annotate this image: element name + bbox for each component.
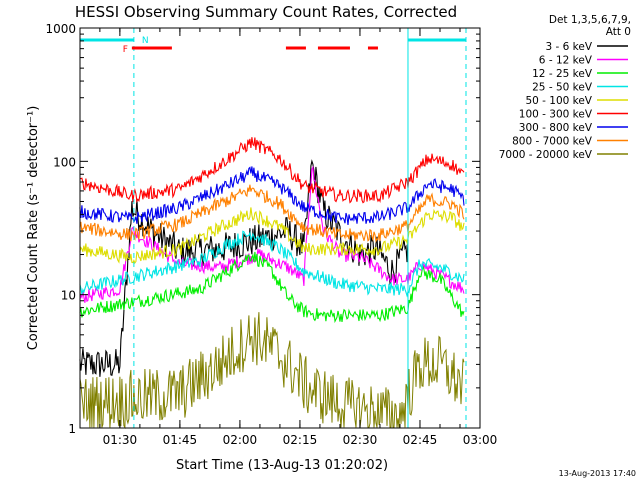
x-tick-label: 03:00 [463,433,498,447]
x-tick-label: 01:30 [103,433,138,447]
legend-entry-label: 3 - 6 keV [545,41,592,53]
series-line [79,137,465,204]
legend-entry-label: 7000 - 20000 keV [499,149,593,161]
legend-entry-label: 12 - 25 keV [532,68,593,80]
series-line [79,251,465,324]
legend-title-line-2: Att 0 [606,26,631,38]
legend-entry-label: 6 - 12 keV [539,55,593,67]
x-tick-label: 01:45 [163,433,198,447]
legend-entry-label: 25 - 50 keV [532,82,593,94]
legend-entry-label: 800 - 7000 keV [512,136,593,148]
x-tick-label: 02:15 [283,433,318,447]
y-tick-label: 100 [53,155,76,169]
x-tick-label: 02:45 [403,433,438,447]
night-marker-label: N [142,36,149,46]
y-tick-label: 1 [68,422,76,436]
y-tick-label: 1000 [45,22,76,36]
legend-entry-label: 300 - 800 keV [519,122,593,134]
x-tick-label: 02:30 [343,433,378,447]
x-axis-label: Start Time (13-Aug-13 01:20:02) [176,458,388,473]
legend: Det 1,3,5,6,7,9, Att 0 3 - 6 keV 6 - 12 k… [499,14,631,161]
legend-entry-label: 100 - 300 keV [519,109,593,121]
flare-marker-label: F [123,45,128,55]
y-axis-label: Corrected Count Rate (s⁻¹ detector⁻¹) [26,106,41,351]
legend-entry-label: 50 - 100 keV [525,95,592,107]
series-line [79,166,465,225]
series-line [79,207,465,264]
chart-title: HESSI Observing Summary Count Rates, Cor… [75,3,457,21]
marker-layer: FN [80,28,467,428]
footer-timestamp: 13-Aug-2013 17:40 [559,469,636,478]
series-line [79,159,409,377]
series-layer [79,137,465,430]
series-line [79,184,465,243]
axes-layer: 01:30 01:45 02:00 02:15 02:30 02:45 03:00 1 10 10… [45,22,497,447]
series-line [79,165,465,303]
series-line [79,230,465,298]
series-line [79,312,465,430]
x-tick-label: 02:00 [223,433,258,447]
y-tick-label: 10 [61,289,76,303]
legend-title-line-1: Det 1,3,5,6,7,9, [549,14,631,26]
